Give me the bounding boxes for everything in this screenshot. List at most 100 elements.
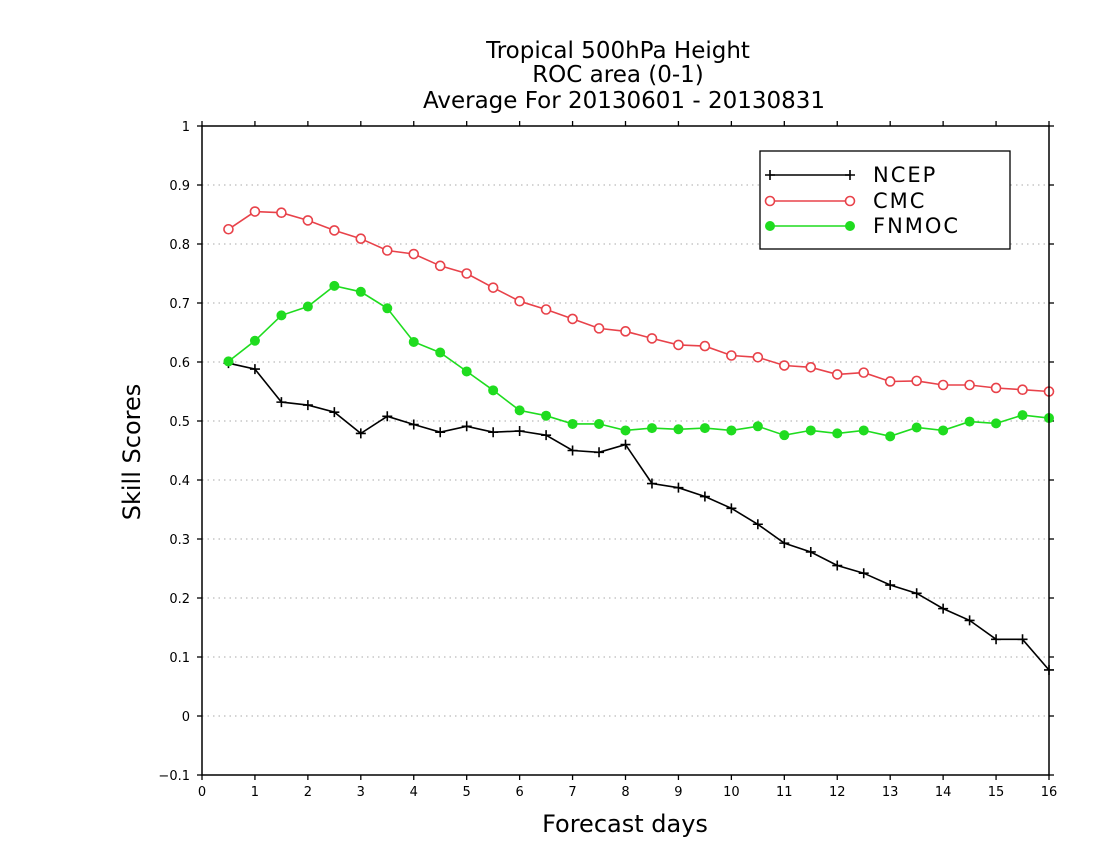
data-point-cmc (514, 295, 525, 307)
data-point-ncep (646, 478, 657, 489)
data-point-cmc (408, 248, 420, 260)
y-axis-label: Skill Scores (118, 384, 146, 521)
data-point-ncep (620, 439, 631, 450)
data-point-fnmoc (408, 336, 419, 347)
data-point-fnmoc (435, 347, 446, 358)
data-point-fnmoc (911, 422, 922, 433)
legend-box (759, 150, 1011, 250)
data-point-cmc (461, 268, 472, 279)
data-point-fnmoc (461, 366, 472, 377)
x-axis-label: Forecast days (542, 810, 708, 838)
data-point-ncep (726, 503, 737, 514)
legend-label-cmc: CMC (873, 189, 926, 213)
x-tick-label: 3 (357, 785, 365, 800)
data-point-cmc (699, 340, 711, 352)
data-point-ncep (832, 560, 843, 571)
y-tick-label: 0.4 (169, 474, 190, 489)
data-point-fnmoc (382, 303, 393, 314)
y-tick-label: 0.7 (169, 297, 190, 312)
data-point-fnmoc (699, 423, 710, 434)
series-line-ncep (228, 362, 1050, 671)
legend-label-ncep: NCEP (873, 163, 937, 187)
chart-title-line-2: ROC area (0-1) (532, 62, 704, 88)
data-point-ncep (488, 427, 499, 438)
y-tick-label: 0 (182, 710, 190, 725)
series-line-fnmoc (228, 285, 1050, 438)
data-point-ncep (329, 407, 340, 418)
plot-frame (201, 125, 1050, 776)
data-point-cmc (381, 245, 393, 256)
data-point-cmc (620, 326, 631, 337)
x-tick-label: 9 (674, 785, 682, 800)
data-point-cmc (355, 233, 367, 244)
legend-entry-ncep: NCEP (765, 163, 937, 187)
data-point-ncep (964, 615, 975, 626)
x-tick-label: 12 (829, 785, 846, 800)
data-point-ncep (302, 400, 313, 411)
data-point-ncep (1017, 634, 1028, 645)
data-point-cmc (567, 313, 578, 325)
data-point-cmc (593, 323, 605, 334)
data-point-ncep (567, 445, 578, 456)
data-point-ncep (938, 603, 949, 614)
data-point-fnmoc (858, 425, 869, 436)
x-tick-label: 13 (882, 785, 899, 800)
data-point-fnmoc (832, 428, 843, 439)
axes: −0.100.10.20.30.40.50.60.70.80.910 1 2 3 4 5 6… (158, 120, 1057, 800)
x-tick-label: 1 (251, 785, 259, 800)
legend-marker-ncep-end (845, 170, 855, 180)
data-point-cmc (673, 339, 684, 351)
data-point-fnmoc (885, 431, 896, 442)
series-ncep (223, 358, 1054, 675)
y-tick-label: 0.8 (169, 238, 190, 253)
data-point-fnmoc (541, 410, 552, 421)
chart-title: Tropical 500hPa Height ROC area (0-1) Av… (423, 38, 825, 114)
data-point-ncep (885, 580, 896, 591)
data-point-fnmoc (488, 385, 499, 396)
legend: NCEP CMC FNMOC (759, 150, 1011, 250)
x-tick-label: 10 (723, 785, 740, 800)
x-tick-label: 8 (621, 785, 629, 800)
legend-marker-cmc-start (764, 195, 776, 207)
data-point-cmc (858, 367, 870, 378)
data-point-ncep (276, 397, 287, 408)
data-point-ncep (779, 538, 790, 549)
data-point-ncep (382, 411, 393, 422)
legend-marker-fnmoc-start (765, 221, 775, 231)
data-point-fnmoc (223, 356, 234, 367)
legend-label-fnmoc: FNMOC (873, 214, 960, 238)
data-point-cmc (752, 351, 764, 363)
x-tick-label: 15 (988, 785, 1005, 800)
x-tick-label: 5 (463, 785, 471, 800)
data-point-cmc (276, 207, 287, 219)
data-point-ncep (594, 447, 605, 458)
data-point-ncep (699, 491, 710, 502)
data-point-cmc (487, 282, 499, 293)
data-point-cmc (726, 350, 737, 361)
data-point-fnmoc (302, 301, 313, 312)
legend-marker-cmc-end (844, 195, 856, 207)
data-point-fnmoc (779, 430, 790, 441)
y-tick-label: 0.3 (169, 533, 190, 548)
data-point-fnmoc (991, 418, 1002, 429)
data-point-fnmoc (752, 421, 763, 432)
data-point-ncep (461, 421, 472, 432)
data-point-ncep (805, 546, 816, 557)
data-point-fnmoc (355, 286, 366, 297)
series-cmc (223, 206, 1055, 397)
chart-title-line-3: Average For 20130601 - 20130831 (423, 88, 825, 114)
data-point-ncep (752, 519, 763, 530)
data-point-fnmoc (594, 418, 605, 429)
data-point-cmc (1017, 384, 1028, 396)
data-point-fnmoc (620, 425, 631, 436)
data-point-fnmoc (805, 425, 816, 436)
data-point-cmc (302, 215, 314, 226)
data-point-cmc (779, 360, 790, 371)
data-point-cmc (831, 369, 843, 380)
series-fnmoc (223, 280, 1054, 442)
data-point-ncep (673, 482, 684, 493)
x-tick-label: 0 (198, 785, 206, 800)
data-point-ncep (514, 426, 525, 437)
data-point-fnmoc (964, 416, 975, 427)
x-tick-label: 7 (568, 785, 576, 800)
